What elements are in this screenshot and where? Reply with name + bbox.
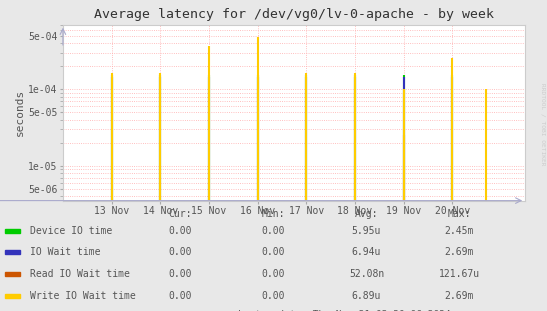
Text: 6.89u: 6.89u: [352, 290, 381, 300]
Bar: [5, 250, 20, 254]
Text: Device IO time: Device IO time: [30, 226, 112, 236]
Text: 6.94u: 6.94u: [352, 248, 381, 258]
Text: 0.00: 0.00: [262, 226, 285, 236]
Text: 0.00: 0.00: [262, 290, 285, 300]
Text: Avg:: Avg:: [355, 209, 378, 220]
Text: 0.00: 0.00: [262, 269, 285, 279]
Text: IO Wait time: IO Wait time: [30, 248, 101, 258]
Text: 5.95u: 5.95u: [352, 226, 381, 236]
Text: 121.67u: 121.67u: [439, 269, 480, 279]
Y-axis label: seconds: seconds: [15, 89, 25, 136]
Text: 0.00: 0.00: [169, 248, 192, 258]
Bar: [5, 272, 20, 276]
Text: Last update: Thu Nov 21 03:30:06 2024: Last update: Thu Nov 21 03:30:06 2024: [238, 310, 451, 311]
Text: Max:: Max:: [448, 209, 471, 220]
Title: Average latency for /dev/vg0/lv-0-apache - by week: Average latency for /dev/vg0/lv-0-apache…: [94, 8, 494, 21]
Text: Read IO Wait time: Read IO Wait time: [30, 269, 130, 279]
Text: 52.08n: 52.08n: [349, 269, 384, 279]
Bar: [5, 229, 20, 233]
Text: Write IO Wait time: Write IO Wait time: [30, 290, 136, 300]
Text: Min:: Min:: [262, 209, 285, 220]
Text: 0.00: 0.00: [169, 290, 192, 300]
Text: 0.00: 0.00: [169, 226, 192, 236]
Text: 2.45m: 2.45m: [445, 226, 474, 236]
Text: Cur:: Cur:: [169, 209, 192, 220]
Bar: [5, 294, 20, 298]
Text: 2.69m: 2.69m: [445, 290, 474, 300]
Text: RRDTOOL / TOBI OETIKER: RRDTOOL / TOBI OETIKER: [541, 83, 546, 166]
Text: 0.00: 0.00: [169, 269, 192, 279]
Text: 0.00: 0.00: [262, 248, 285, 258]
Text: 2.69m: 2.69m: [445, 248, 474, 258]
